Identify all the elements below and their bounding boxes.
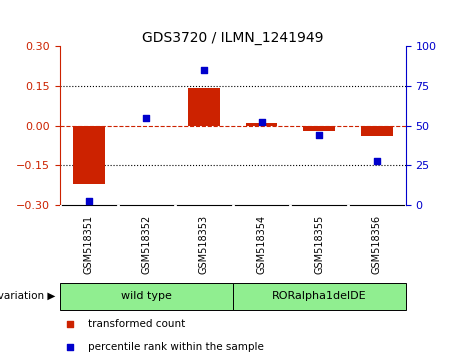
Text: GSM518354: GSM518354 xyxy=(257,215,266,274)
Point xyxy=(200,67,207,73)
Point xyxy=(142,115,150,120)
Text: GSM518353: GSM518353 xyxy=(199,215,209,274)
Bar xyxy=(233,283,406,310)
Bar xyxy=(246,123,278,126)
Point xyxy=(324,255,331,260)
Point xyxy=(315,132,323,138)
Text: transformed count: transformed count xyxy=(88,319,185,329)
Text: wild type: wild type xyxy=(121,291,172,302)
Bar xyxy=(188,88,220,126)
Text: GSM518351: GSM518351 xyxy=(84,215,94,274)
Bar xyxy=(60,283,233,310)
Text: genotype/variation ▶: genotype/variation ▶ xyxy=(0,291,55,302)
Text: percentile rank within the sample: percentile rank within the sample xyxy=(88,342,264,352)
Text: GSM518352: GSM518352 xyxy=(142,215,151,274)
Text: GSM518356: GSM518356 xyxy=(372,215,382,274)
Title: GDS3720 / ILMN_1241949: GDS3720 / ILMN_1241949 xyxy=(142,31,324,45)
Text: RORalpha1delDE: RORalpha1delDE xyxy=(272,291,366,302)
Point xyxy=(258,120,266,125)
Bar xyxy=(303,126,335,131)
Bar xyxy=(73,126,105,184)
Point xyxy=(324,42,331,48)
Point xyxy=(85,198,92,203)
Text: GSM518355: GSM518355 xyxy=(314,215,324,274)
Bar xyxy=(361,126,393,136)
Point xyxy=(373,158,381,164)
